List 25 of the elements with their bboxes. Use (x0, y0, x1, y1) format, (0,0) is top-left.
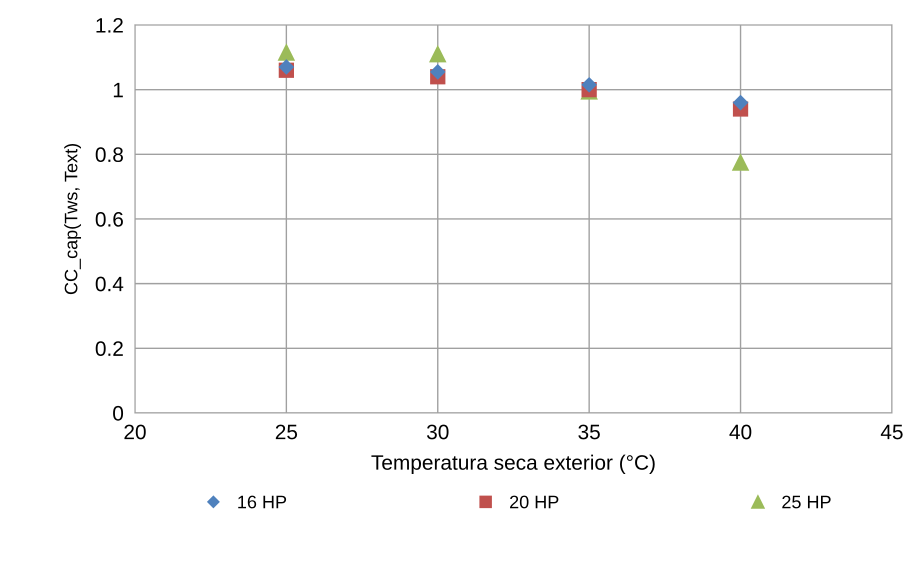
point (278, 59, 294, 75)
x-tick-label: 20 (124, 424, 146, 440)
legend-label: 20 HP (510, 496, 558, 508)
x-tick-label: 35 (578, 424, 600, 440)
y-tick-label: 0 (113, 406, 124, 421)
point (582, 77, 597, 92)
point (429, 46, 446, 62)
y-tick-label: 1 (114, 82, 123, 98)
point (732, 95, 748, 110)
point (430, 64, 446, 80)
y-tick-label: 0.8 (96, 147, 123, 162)
x-tick-label: 30 (426, 424, 449, 440)
legend-label: 25 HP (782, 496, 831, 508)
y-tick-label: 0.4 (96, 276, 124, 292)
y-tick-label: 1.2 (96, 18, 123, 33)
point (278, 44, 295, 61)
y-tick-label: 0.6 (96, 212, 123, 227)
x-tick-label: 45 (880, 424, 903, 440)
point (732, 154, 749, 171)
x-tick-label: 25 (276, 424, 298, 440)
x-tick-label: 40 (729, 424, 752, 440)
legend-label: 16 HP (238, 496, 286, 508)
y-axis-title: CC_cap(Tws, Text) (64, 144, 82, 294)
x-axis-title: Temperatura seca exterior (°C) (371, 454, 655, 474)
y-tick-label: 0.2 (96, 341, 123, 356)
